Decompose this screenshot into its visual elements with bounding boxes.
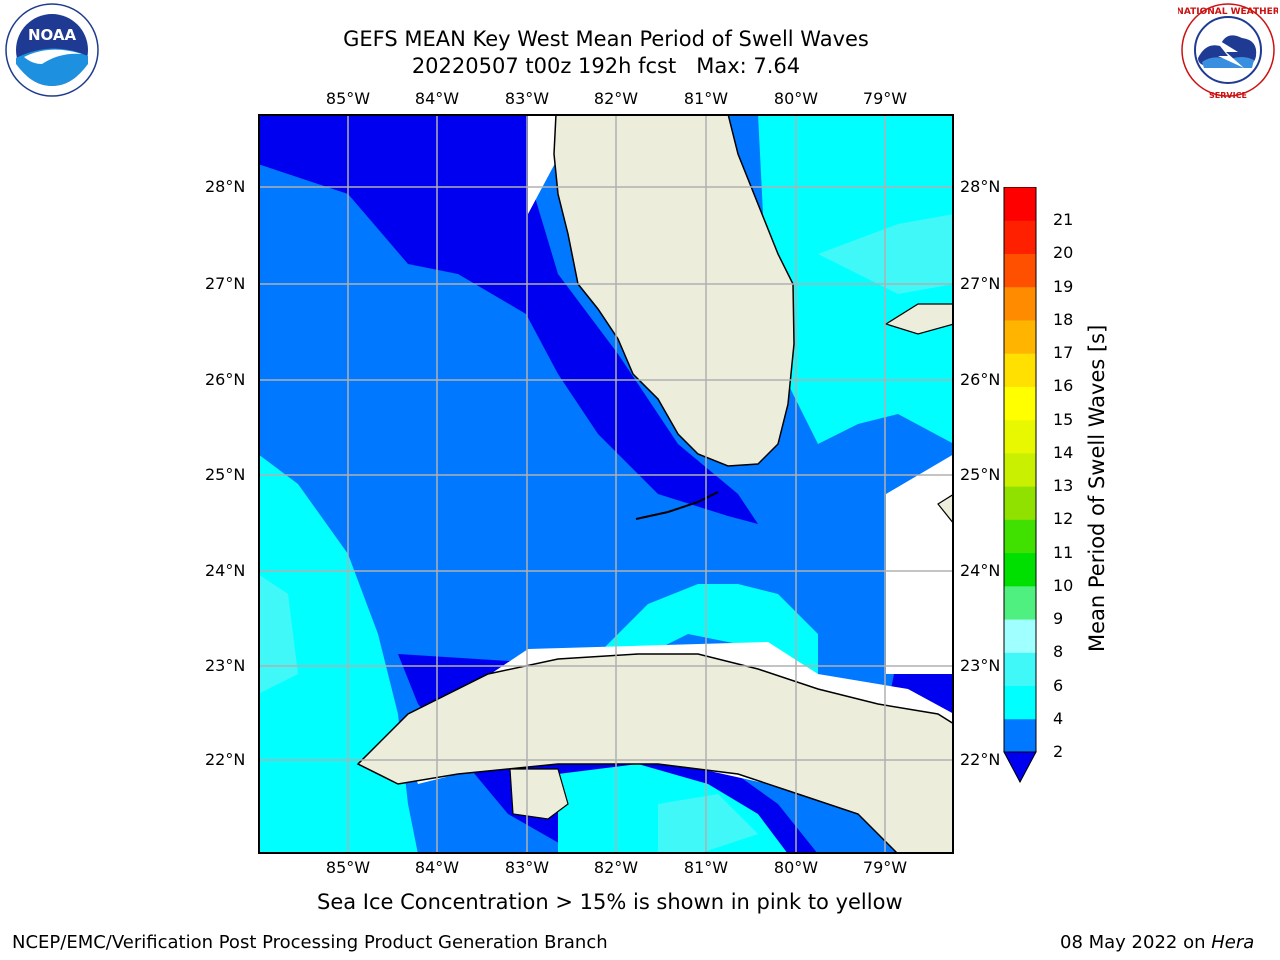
lon-label-bottom-84w: 84°W <box>414 858 460 877</box>
colorbar-segment <box>1004 585 1036 620</box>
colorbar-tick-label: 9 <box>1053 609 1064 629</box>
lon-label-bottom-81w: 81°W <box>683 858 729 877</box>
lon-label-bottom-83w: 83°W <box>504 858 550 877</box>
title-line-1: GEFS MEAN Key West Mean Period of Swell … <box>343 27 869 51</box>
lat-label-right-23n: 23°N <box>960 656 1001 675</box>
lat-label-left-27n: 27°N <box>205 274 246 293</box>
colorbar-tick-label: 2 <box>1053 742 1064 761</box>
colorbar-tick-label: 8 <box>1053 642 1064 662</box>
lon-label-top-79w: 79°W <box>862 89 908 108</box>
colorbar-segment <box>1004 552 1036 587</box>
band-6-8-c <box>658 794 758 854</box>
footer-host: Hera <box>1211 932 1255 953</box>
footer-date: 08 May 2022 on <box>1060 932 1212 953</box>
missing-east <box>886 454 954 674</box>
colorbar-label: Mean Period of Swell Waves [s] <box>1085 324 1109 652</box>
colorbar-segment <box>1004 220 1036 254</box>
svg-text:SERVICE: SERVICE <box>1209 91 1247 100</box>
colorbar-tick-label: 4 <box>1053 708 1064 728</box>
sea-ice-note: Sea Ice Concentration > 15% is shown in … <box>317 890 903 914</box>
lat-label-right-26n: 26°N <box>960 370 1001 389</box>
lon-label-bottom-82w: 82°W <box>593 858 639 877</box>
colorbar-segment <box>1004 718 1036 753</box>
colorbar-tick-label: 10 <box>1053 575 1074 595</box>
band-4-6-northeast <box>758 114 954 444</box>
band-under-2 <box>258 114 758 524</box>
lon-label-top-82w: 82°W <box>593 89 639 108</box>
colorbar-under-extension <box>1003 751 1037 784</box>
colorbar-segment <box>1004 419 1036 454</box>
nws-logo: NATIONAL WEATHER SERVICE <box>1176 2 1280 102</box>
colorbar-tick-label: 11 <box>1053 542 1074 562</box>
lat-label-right-27n: 27°N <box>960 274 1001 293</box>
lon-label-top-83w: 83°W <box>504 89 550 108</box>
colorbar-tick-label: 6 <box>1053 675 1064 695</box>
colorbar-tick-label: 20 <box>1053 243 1074 263</box>
colorbar-segment <box>1004 253 1036 288</box>
band-6-8-b <box>258 574 298 694</box>
lat-label-left-25n: 25°N <box>205 465 246 484</box>
colorbar-segment <box>1004 685 1036 720</box>
colorbar-segment <box>1004 386 1036 421</box>
lon-label-bottom-79w: 79°W <box>862 858 908 877</box>
colorbar-segment <box>1004 353 1036 387</box>
lat-label-left-23n: 23°N <box>205 656 246 675</box>
colorbar-tick-label: 14 <box>1053 442 1074 462</box>
lat-label-right-25n: 25°N <box>960 465 1001 484</box>
colorbar-tick-label: 12 <box>1053 509 1074 529</box>
colorbar-segment <box>1004 452 1036 487</box>
florida-land <box>553 113 795 467</box>
noaa-logo-text: NOAA <box>28 26 77 44</box>
colorbar-tick-label: 15 <box>1053 409 1074 429</box>
colorbar-segment <box>1004 519 1036 554</box>
lon-label-bottom-80w: 80°W <box>773 858 819 877</box>
title-line-2: 20220507 t00z 192h fcst Max: 7.64 <box>411 54 801 78</box>
colorbar-segment <box>1004 319 1036 354</box>
footer-right: 08 May 2022 on Hera <box>1060 932 1254 953</box>
map-panel <box>258 113 955 855</box>
colorbar-tick-label: 13 <box>1053 476 1074 496</box>
gridlines <box>258 114 954 854</box>
colorbar-tick-label: 18 <box>1053 309 1074 329</box>
colorbar-tick-label: 19 <box>1053 276 1074 296</box>
isla-de-la-juventud <box>509 768 569 820</box>
svg-text:NATIONAL WEATHER: NATIONAL WEATHER <box>1178 7 1278 17</box>
colorbar-segment <box>1004 286 1036 321</box>
colorbar-tick-label: 17 <box>1053 343 1074 363</box>
lon-label-top-81w: 81°W <box>683 89 729 108</box>
colorbar-frame <box>1003 186 1037 753</box>
colorbar-tick-label: 16 <box>1053 376 1074 396</box>
colorbar-segment <box>1004 652 1036 687</box>
lat-label-left-22n: 22°N <box>205 750 246 769</box>
colorbar-svg <box>1003 186 1037 784</box>
colorbar <box>1000 186 1040 785</box>
lat-label-left-28n: 28°N <box>205 177 246 196</box>
lat-label-right-24n: 24°N <box>960 561 1001 580</box>
band-6-8-a <box>818 214 954 294</box>
lon-label-top-80w: 80°W <box>773 89 819 108</box>
colorbar-tick-label: 21 <box>1053 210 1074 230</box>
footer-left: NCEP/EMC/Verification Post Processing Pr… <box>12 932 608 953</box>
florida-keys <box>635 491 719 520</box>
lat-label-right-28n: 28°N <box>960 177 1001 196</box>
lat-label-left-26n: 26°N <box>205 370 246 389</box>
colorbar-segment <box>1004 187 1036 221</box>
map-frame <box>258 114 954 854</box>
colorbar-segment <box>1004 619 1036 653</box>
noaa-logo: NOAA <box>2 2 102 102</box>
lon-label-bottom-85w: 85°W <box>325 858 371 877</box>
lon-label-top-85w: 85°W <box>325 89 371 108</box>
lon-label-top-84w: 84°W <box>414 89 460 108</box>
lat-label-left-24n: 24°N <box>205 561 246 580</box>
lat-label-right-22n: 22°N <box>960 750 1001 769</box>
map-svg <box>258 113 955 855</box>
missing-north <box>528 114 560 214</box>
colorbar-segment <box>1004 486 1036 520</box>
